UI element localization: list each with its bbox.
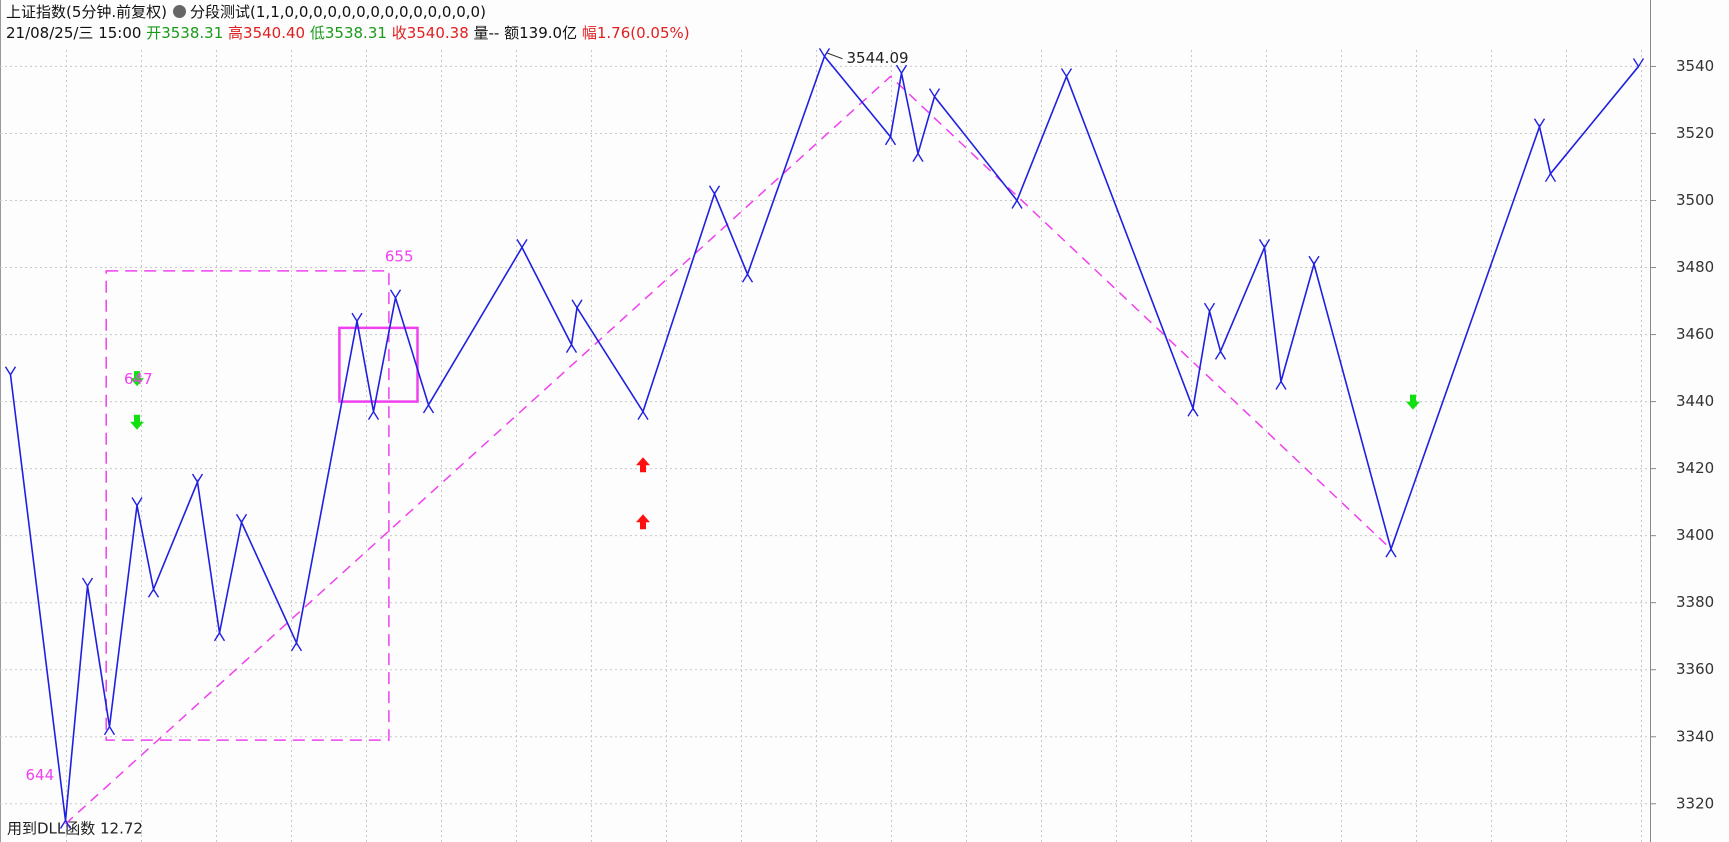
change-label: 幅 bbox=[581, 24, 597, 42]
box bbox=[338, 326, 419, 403]
vertex-arrow bbox=[928, 88, 941, 98]
y-tick-label: 3380 bbox=[1676, 593, 1714, 611]
vertex-arrow bbox=[571, 299, 583, 310]
up-arrow bbox=[636, 457, 650, 473]
y-tick-label: 3520 bbox=[1676, 124, 1714, 142]
y-tick-label: 3440 bbox=[1676, 392, 1714, 410]
vertex-arrow bbox=[367, 410, 380, 421]
close: 3540.38 bbox=[406, 24, 469, 42]
vertex-arrow bbox=[1533, 118, 1546, 129]
vertex-arrow bbox=[1544, 172, 1557, 183]
vertex-arrow bbox=[1275, 380, 1287, 390]
footer-value: 12.72 bbox=[100, 820, 143, 838]
y-tick-label: 3360 bbox=[1676, 660, 1714, 678]
low-label: 低 bbox=[309, 24, 325, 42]
y-tick-label: 3480 bbox=[1676, 258, 1714, 276]
high: 3540.40 bbox=[243, 24, 306, 42]
amount: 额139.0亿 bbox=[504, 24, 578, 42]
high-label: 高 bbox=[228, 24, 244, 42]
vertex-arrow bbox=[59, 819, 72, 829]
change: 1.76(0.05%) bbox=[596, 24, 690, 42]
vertex-arrow bbox=[4, 366, 17, 377]
vertex-arrow bbox=[1187, 406, 1199, 417]
up-arrow bbox=[636, 514, 650, 530]
header: 上证指数(5分钟.前复权) 分段测试(1,1,0,0,0,0,0,0,0,0,0,… bbox=[6, 2, 690, 44]
down-arrow bbox=[130, 371, 144, 387]
segment-label: 644 bbox=[26, 766, 55, 784]
trend-line bbox=[64, 75, 1392, 825]
vertex-arrow bbox=[213, 631, 226, 642]
vertex-arrow bbox=[389, 289, 402, 300]
vertex-arrow bbox=[1214, 350, 1227, 360]
vertex-arrow bbox=[1203, 302, 1216, 313]
vertex-arrow bbox=[147, 587, 160, 598]
low: 3538.31 bbox=[324, 24, 387, 42]
vertex-arrow bbox=[235, 513, 248, 524]
y-tick-label: 3540 bbox=[1676, 57, 1714, 75]
indicator: 分段测试(1,1,0,0,0,0,0,0,0,0,0,0,0,0,0,0) bbox=[190, 3, 486, 21]
vertex-arrow bbox=[516, 239, 528, 249]
vertex-arrow bbox=[81, 577, 94, 588]
y-tick-label: 3420 bbox=[1676, 459, 1714, 477]
y-tick-label: 3500 bbox=[1676, 191, 1714, 209]
peak-label: 3544.09 bbox=[847, 49, 909, 67]
vertex-arrow bbox=[1060, 68, 1073, 78]
down-arrow bbox=[130, 414, 144, 430]
header-line-2: 21/08/25/三 15:00 开3538.31 高3540.40 低3538… bbox=[6, 23, 690, 44]
down-arrow bbox=[1406, 394, 1420, 410]
symbol: 上证指数(5分钟.前复权) bbox=[6, 3, 168, 21]
volume: 量-- bbox=[473, 24, 500, 42]
y-tick-label: 3460 bbox=[1676, 325, 1714, 343]
vertex-arrow bbox=[741, 272, 754, 283]
vertex-arrow bbox=[912, 152, 924, 162]
vertex-arrow bbox=[708, 185, 721, 196]
vertex-arrow bbox=[422, 403, 435, 414]
vertex-arrow bbox=[351, 312, 363, 323]
vertex-arrow bbox=[290, 641, 303, 652]
vertex-arrow bbox=[1011, 199, 1023, 209]
y-tick-label: 3340 bbox=[1676, 727, 1714, 745]
dropdown-icon[interactable] bbox=[173, 5, 187, 18]
vertex-arrow bbox=[884, 135, 897, 146]
vertex-arrow bbox=[895, 64, 908, 75]
vertical-grid bbox=[0, 48, 1650, 842]
datetime: 21/08/25/三 15:00 bbox=[6, 24, 142, 42]
open: 3538.31 bbox=[161, 24, 224, 42]
y-tick-label: 3320 bbox=[1676, 794, 1714, 812]
vertex-arrow bbox=[818, 48, 831, 58]
vertex-arrow bbox=[1258, 239, 1271, 249]
open-label: 开 bbox=[146, 24, 162, 42]
vertex-arrow bbox=[103, 725, 116, 736]
vertex-arrow bbox=[1385, 547, 1397, 558]
vertex-arrow bbox=[191, 473, 204, 484]
box bbox=[105, 270, 390, 741]
peak-pointer bbox=[826, 52, 843, 60]
vertex-arrow bbox=[637, 410, 649, 421]
y-tick-label: 3400 bbox=[1676, 526, 1714, 544]
footer-text: 用到DLL函数 bbox=[7, 820, 95, 838]
header-line-1: 上证指数(5分钟.前复权) 分段测试(1,1,0,0,0,0,0,0,0,0,0,… bbox=[6, 2, 690, 23]
vertex-arrow bbox=[565, 343, 578, 353]
segment-label: 647 bbox=[124, 370, 153, 388]
vertex-arrow bbox=[1632, 58, 1645, 68]
segment-label: 655 bbox=[385, 247, 414, 265]
vertex-arrow bbox=[131, 497, 143, 507]
vertex-arrow bbox=[1308, 255, 1320, 266]
close-label: 收 bbox=[391, 24, 407, 42]
